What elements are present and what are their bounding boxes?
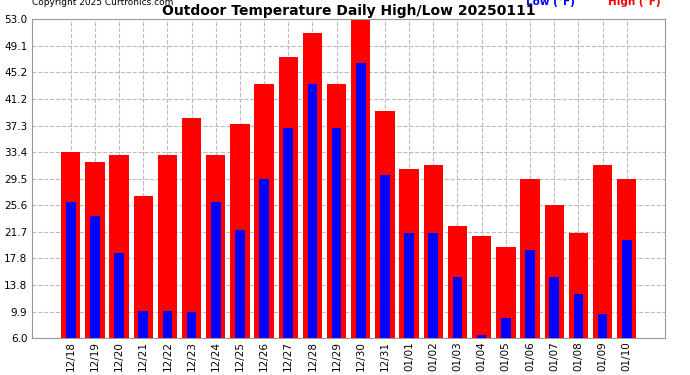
Text: Low (°F): Low (°F): [526, 0, 575, 7]
Bar: [424, 165, 443, 375]
Bar: [284, 128, 293, 375]
Bar: [404, 233, 414, 375]
Bar: [380, 175, 390, 375]
Bar: [525, 250, 535, 375]
Bar: [139, 311, 148, 375]
Bar: [501, 318, 511, 375]
Bar: [520, 179, 540, 375]
Bar: [573, 294, 583, 375]
Bar: [90, 216, 100, 375]
Bar: [375, 111, 395, 375]
Bar: [259, 179, 269, 375]
Text: High (°F): High (°F): [608, 0, 661, 7]
Bar: [400, 168, 419, 375]
Bar: [163, 311, 172, 375]
Bar: [569, 233, 588, 375]
Bar: [351, 20, 371, 375]
Bar: [187, 312, 197, 375]
Bar: [230, 124, 250, 375]
Bar: [598, 314, 607, 375]
Bar: [477, 334, 486, 375]
Bar: [255, 84, 274, 375]
Title: Outdoor Temperature Daily High/Low 20250111: Outdoor Temperature Daily High/Low 20250…: [162, 4, 535, 18]
Bar: [356, 63, 366, 375]
Bar: [496, 246, 515, 375]
Bar: [61, 152, 80, 375]
Bar: [66, 202, 75, 375]
Bar: [110, 155, 129, 375]
Bar: [622, 240, 631, 375]
Bar: [303, 33, 322, 375]
Bar: [448, 226, 467, 375]
Bar: [86, 162, 105, 375]
Bar: [617, 179, 636, 375]
Bar: [332, 128, 342, 375]
Bar: [549, 277, 559, 375]
Bar: [472, 236, 491, 375]
Bar: [428, 233, 438, 375]
Text: Copyright 2025 Curtronics.com: Copyright 2025 Curtronics.com: [32, 0, 174, 7]
Bar: [453, 277, 462, 375]
Bar: [211, 202, 221, 375]
Bar: [158, 155, 177, 375]
Bar: [115, 253, 124, 375]
Bar: [279, 57, 298, 375]
Bar: [593, 165, 612, 375]
Bar: [327, 84, 346, 375]
Bar: [134, 196, 153, 375]
Bar: [235, 230, 245, 375]
Bar: [308, 84, 317, 375]
Bar: [182, 118, 201, 375]
Bar: [544, 205, 564, 375]
Bar: [206, 155, 226, 375]
